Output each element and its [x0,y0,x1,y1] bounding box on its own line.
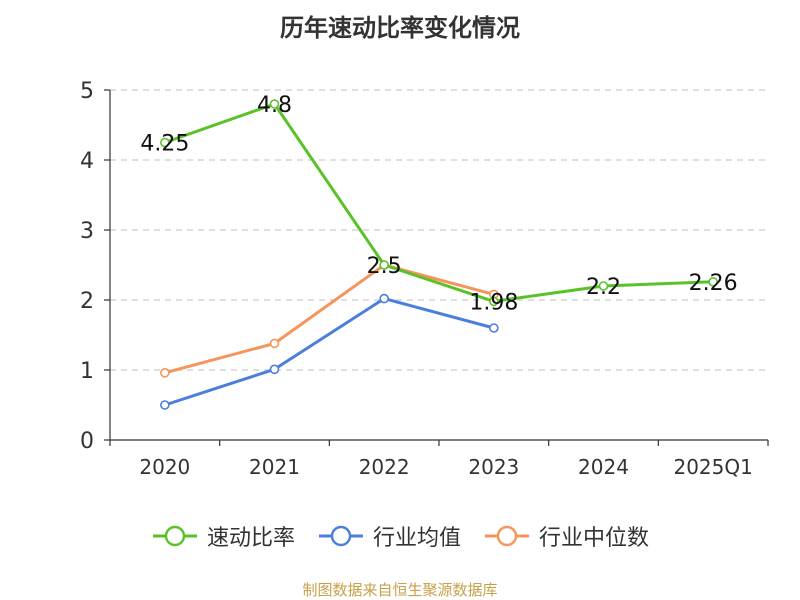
y-tick-label: 1 [80,359,94,384]
legend: 速动比率 行业均值 行业中位数 [0,518,800,554]
legend-label: 行业中位数 [539,526,650,551]
y-tick-label: 2 [80,289,94,314]
x-tick-label: 2024 [578,455,629,479]
data-point [160,137,170,148]
x-tick-label: 2022 [359,455,410,479]
legend-line-marker-icon [152,525,197,547]
data-point [269,99,280,109]
y-tick-label: 5 [80,79,94,104]
data-label: 2.2 [586,275,621,300]
data-point [379,260,389,270]
x-tick-label: 2021 [249,455,300,479]
data-point [269,338,280,349]
x-tick-label: 2023 [468,455,519,479]
data-label: 2.26 [689,271,738,296]
data-point [269,364,280,375]
data-point [598,281,609,291]
y-tick-label: 4 [80,149,94,174]
legend-label: 速动比率 [206,526,295,551]
data-point [160,400,170,410]
grid-lines [110,89,768,371]
data-point [160,367,170,378]
legend-item[interactable]: 速动比率 [151,520,295,552]
legend-item[interactable]: 行业均值 [317,520,461,552]
data-label: 4.8 [257,93,292,118]
series-lines [160,99,718,410]
y-tick-label: 0 [80,429,94,454]
legend-label: 行业均值 [372,526,461,551]
y-tick-label: 3 [80,219,94,244]
legend-item[interactable]: 行业中位数 [483,520,649,552]
data-point [379,293,389,304]
data-point [489,296,499,307]
legend-line-marker-icon [318,525,363,547]
data-label: 4.25 [140,132,189,157]
x-tick-label: 2020 [139,455,190,479]
data-point [708,276,718,287]
data-label: 1.98 [469,290,518,315]
legend-line-marker-icon [485,525,529,547]
y-axis: 0 1 2 3 4 5 [80,79,111,454]
data-label: 2.5 [367,254,402,279]
data-point [489,323,499,333]
series-line [164,102,714,303]
data-labels: 4.25 4.8 2.5 1.98 2.2 2.26 [140,93,737,315]
chart-title: 历年速动比率变化情况 [280,14,520,42]
x-tick-label: 2025Q1 [673,455,752,479]
series-line [164,297,495,407]
x-axis: 2020 2021 2022 2023 2024 2025Q1 [109,439,769,479]
series-line [164,263,495,375]
source-note: 制图数据来自恒生聚源数据库 [302,581,498,599]
